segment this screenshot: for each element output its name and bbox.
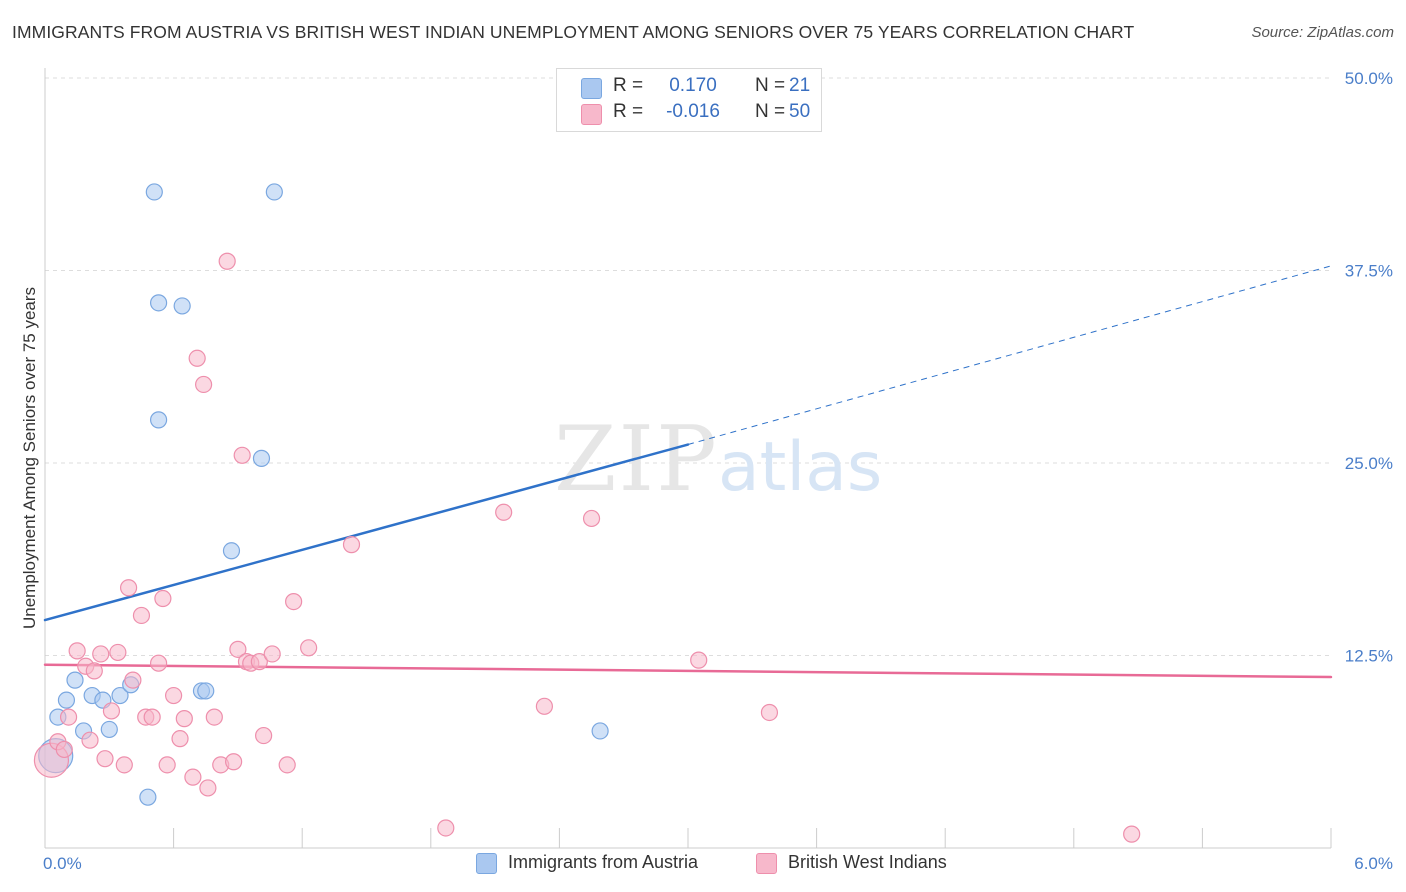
point-british-west-indians [437,819,455,837]
point-british-west-indians [205,708,223,726]
r-value: 0.170 [669,75,717,96]
point-austria [591,722,609,740]
data-points [33,183,1141,843]
point-austria [149,294,168,312]
point-austria [265,183,283,201]
r-value: -0.016 [666,101,720,122]
y-tick-label: 37.5% [1345,262,1393,281]
n-value: 21 [789,75,811,96]
point-austria [149,411,168,429]
source-label: Source: ZipAtlas.com [1251,24,1394,41]
point-british-west-indians [124,671,142,689]
y-axis-label: Unemployment Among Seniors over 75 years [20,287,39,629]
tick-labels: 12.5% 25.0% 37.5% 50.0% 0.0% 6.0% [43,69,1393,873]
point-british-west-indians [132,606,151,625]
point-austria [145,183,163,201]
point-british-west-indians [342,536,361,554]
series-swatch-british-west-indians [756,853,777,874]
watermark-atlas: atlas [718,428,882,507]
point-austria [111,686,129,705]
point-british-west-indians [175,710,193,728]
point-austria [57,691,76,709]
point-british-west-indians [92,645,110,663]
point-british-west-indians [188,349,206,367]
y-tick-label: 12.5% [1345,647,1393,666]
point-british-west-indians [165,686,183,705]
point-british-west-indians [115,756,133,774]
point-british-west-indians [199,779,217,797]
point-british-west-indians [55,740,73,759]
point-british-west-indians [229,640,247,658]
gridlines [45,77,1331,656]
point-british-west-indians [495,503,513,521]
correlation-legend: R = 0.170 N = 21 R = -0.016 N = 50 [556,68,822,132]
point-austria [139,788,157,806]
point-british-west-indians [85,662,103,680]
point-british-west-indians [149,654,168,672]
r-label: R = [613,75,644,96]
point-british-west-indians [119,579,138,597]
r-label: R = [613,101,644,122]
point-british-west-indians [171,730,189,748]
point-austria [66,671,84,689]
x-tick-label: 0.0% [43,854,82,873]
point-british-west-indians [96,750,114,768]
point-british-west-indians [263,645,281,663]
n-label: N = [755,75,786,96]
axes [44,68,1332,849]
point-british-west-indians [158,756,176,774]
point-british-west-indians [250,653,268,671]
trend-line-austria [43,443,690,622]
y-tick-label: 25.0% [1345,454,1393,473]
point-british-west-indians [690,651,708,669]
point-british-west-indians [59,708,78,726]
point-british-west-indians [143,708,161,726]
point-british-west-indians [300,639,318,657]
chart-title: IMMIGRANTS FROM AUSTRIA VS BRITISH WEST … [12,22,1135,42]
point-british-west-indians [154,589,172,608]
point-austria [252,449,271,467]
legend-swatch-british-west-indians [581,104,602,125]
point-austria [100,720,118,739]
point-british-west-indians [285,592,303,611]
point-british-west-indians [760,703,779,722]
point-british-west-indians [582,509,601,528]
point-british-west-indians [81,731,99,749]
point-british-west-indians [184,768,202,786]
watermark: ZIP atlas [554,407,882,512]
y-tick-label: 50.0% [1345,69,1393,88]
point-british-west-indians [109,643,127,662]
n-label: N = [755,101,786,122]
point-british-west-indians [278,756,296,774]
point-austria [173,297,191,315]
point-british-west-indians [225,753,243,771]
trend-line-austria-extension [687,265,1332,446]
point-british-west-indians [68,642,86,660]
point-british-west-indians [233,446,251,464]
point-british-west-indians [255,726,273,745]
point-british-west-indians [1123,825,1141,843]
point-british-west-indians [195,375,213,394]
series-swatch-austria [476,853,497,874]
point-austria [222,542,241,560]
point-british-west-indians [535,697,553,715]
trend-line-british-west-indians [43,663,1333,679]
series-name-austria: Immigrants from Austria [508,852,699,872]
n-value: 50 [789,101,811,122]
series-name-british-west-indians: British West Indians [788,852,947,872]
point-british-west-indians [218,252,236,270]
legend-swatch-austria [581,78,602,99]
x-tick-label: 6.0% [1354,854,1393,873]
point-british-west-indians [102,702,121,720]
point-austria [197,682,215,700]
